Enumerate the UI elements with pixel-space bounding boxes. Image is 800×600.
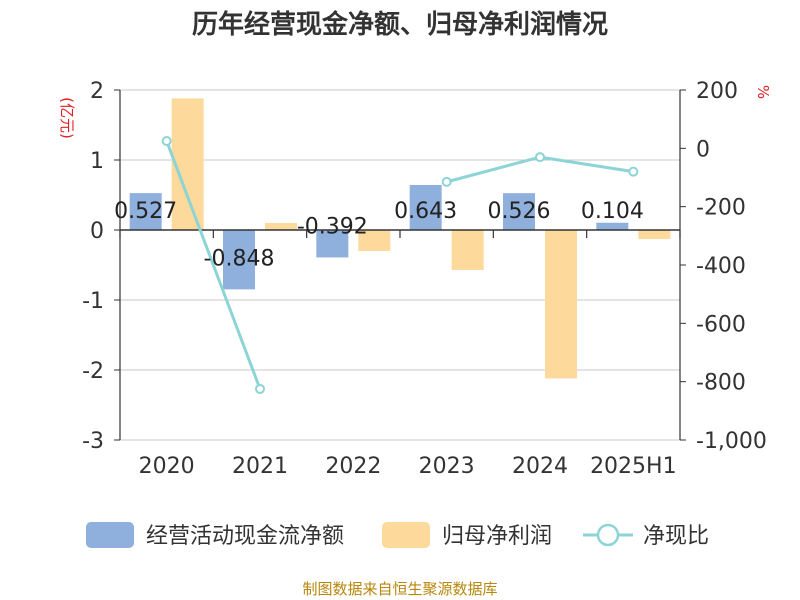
line-segment-ratio	[539, 155, 634, 174]
point-ratio	[161, 136, 172, 147]
bar-cashflow	[409, 184, 442, 230]
y-left-tick-label: -3	[82, 429, 104, 454]
bar-net-profit	[265, 223, 297, 230]
y-left-tick-label: -1	[82, 289, 104, 314]
y-left-tick-label: -2	[82, 359, 104, 384]
y-right-unit-label: %	[754, 85, 772, 99]
point-ratio	[255, 383, 265, 394]
data-label-cashflow: -0.392	[297, 214, 368, 239]
legend-label-ratio: 净现比	[643, 524, 709, 549]
y-right-tick-label: -400	[696, 254, 746, 279]
chart-title: 历年经营现金净额、归母净利润情况	[191, 10, 608, 40]
x-tick-label: 2025H1	[590, 454, 677, 479]
x-tick-label: 2020	[139, 454, 195, 479]
y-right-tick-label: -200	[696, 196, 746, 221]
bar-cashflow	[129, 193, 162, 230]
line-segment-ratio	[446, 155, 541, 184]
point-ratio	[535, 152, 545, 163]
bar-cashflow	[503, 193, 535, 230]
legend-swatch-net-profit	[382, 522, 430, 548]
bar-net-profit	[451, 230, 484, 270]
data-label-cashflow: 0.526	[488, 199, 551, 224]
legend-swatch-cashflow	[86, 522, 134, 548]
bar-net-profit	[358, 230, 391, 251]
y-right-tick-label: -600	[696, 312, 746, 337]
data-label-cashflow: 0.643	[394, 199, 457, 224]
data-label-cashflow: 0.104	[581, 199, 644, 224]
legend-marker-ratio	[596, 523, 620, 547]
y-left-tick-label: 1	[90, 149, 104, 174]
bar-cashflow	[596, 222, 629, 230]
y-right-tick-label: 0	[696, 137, 710, 162]
y-left-tick-label: 0	[90, 219, 104, 244]
y-right-tick-label: 200	[696, 79, 738, 104]
legend-label-cashflow: 经营活动现金流净额	[146, 524, 344, 549]
legend-layer: 经营活动现金流净额 归母净利润 净现比	[86, 522, 709, 549]
x-tick-label: 2022	[325, 454, 381, 479]
source-note: 制图数据来自恒生聚源数据库	[302, 580, 498, 598]
point-ratio	[628, 166, 639, 177]
bar-net-profit	[638, 230, 671, 240]
line-layer	[161, 136, 639, 394]
bar-net-profit	[545, 230, 577, 379]
bar-net-profit	[171, 98, 204, 231]
axis-layer: 2 1 0 -1 -2 -3 200 0 -200 -400 -600 -800 -1,000 (亿元)%…	[58, 79, 772, 479]
bar-layer	[129, 98, 671, 379]
y-left-unit-label: (亿元)	[58, 97, 76, 139]
point-ratio	[441, 176, 452, 187]
y-left-tick-label: 2	[90, 79, 104, 104]
x-tick-label: 2024	[512, 454, 568, 479]
y-right-tick-label: -1,000	[696, 429, 767, 454]
data-label-cashflow: -0.848	[204, 246, 275, 271]
legend-label-net-profit: 归母净利润	[442, 524, 552, 549]
y-right-tick-label: -800	[696, 371, 746, 396]
x-tick-label: 2023	[419, 454, 475, 479]
line-segment-ratio	[165, 140, 262, 390]
bar-cashflow	[223, 230, 255, 290]
data-label-cashflow: 0.527	[114, 199, 177, 224]
x-tick-label: 2021	[232, 454, 288, 479]
label-layer: 0.527 -0.848 -0.392 0.643 0.526 0.104	[114, 199, 644, 271]
bar-cashflow	[316, 230, 349, 258]
